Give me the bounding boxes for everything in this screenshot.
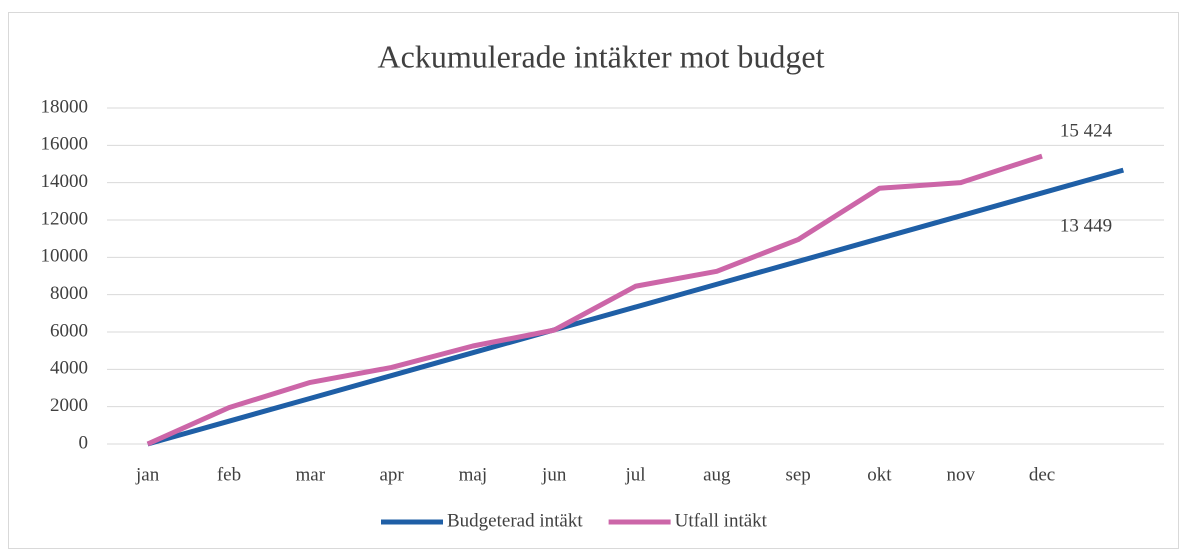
y-tick-label: 14000 bbox=[41, 171, 89, 192]
y-tick-label: 18000 bbox=[41, 96, 89, 117]
chart-title: Ackumulerade intäkter mot budget bbox=[378, 38, 825, 74]
y-tick-label: 10000 bbox=[41, 246, 89, 267]
y-tick-label: 12000 bbox=[41, 208, 89, 229]
x-tick-label: mar bbox=[295, 464, 325, 485]
x-tick-label: apr bbox=[379, 464, 404, 485]
line-series bbox=[146, 167, 1125, 447]
x-tick-label: jun bbox=[541, 464, 567, 485]
x-tick-label: aug bbox=[703, 464, 731, 485]
y-tick-label: 0 bbox=[79, 432, 89, 453]
y-tick-label: 6000 bbox=[50, 320, 88, 341]
legend-label: Budgeterad intäkt bbox=[447, 510, 583, 531]
legend-label: Utfall intäkt bbox=[675, 510, 768, 531]
x-tick-label: nov bbox=[946, 464, 975, 485]
y-tick-label: 16000 bbox=[41, 134, 89, 155]
line-series bbox=[146, 153, 1043, 447]
y-tick-label: 8000 bbox=[50, 283, 88, 304]
data-label: 15 424 bbox=[1060, 120, 1113, 141]
data-label: 13 449 bbox=[1060, 215, 1112, 236]
x-tick-label: okt bbox=[867, 464, 892, 485]
x-tick-label: jul bbox=[624, 464, 645, 485]
x-tick-label: maj bbox=[459, 464, 488, 485]
x-tick-label: sep bbox=[785, 464, 810, 485]
y-tick-label: 2000 bbox=[50, 395, 88, 416]
chart-border bbox=[8, 12, 1179, 549]
y-tick-label: 4000 bbox=[50, 358, 88, 379]
x-tick-label: feb bbox=[217, 464, 241, 485]
x-tick-label: dec bbox=[1029, 464, 1055, 485]
x-tick-label: jan bbox=[135, 464, 160, 485]
